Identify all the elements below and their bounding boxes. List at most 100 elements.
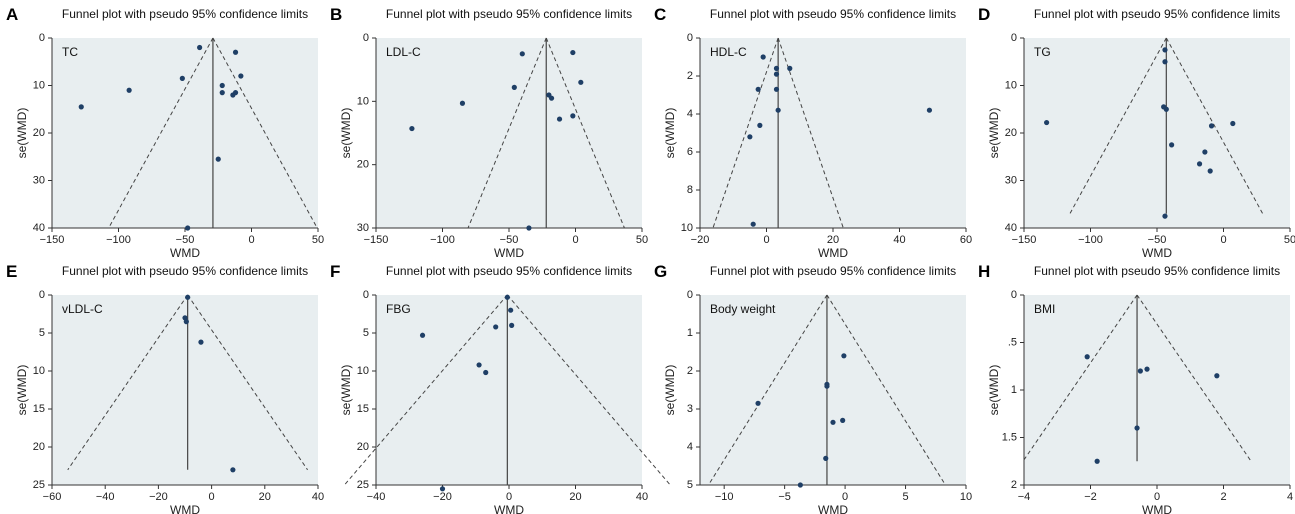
y-tick-label: 2: [687, 70, 693, 82]
y-tick-label: 15: [33, 403, 45, 415]
x-tick-label: 4: [1287, 491, 1293, 503]
panel-title: Funnel plot with pseudo 95% confidence l…: [1034, 264, 1280, 278]
funnel-limit-right: [777, 37, 844, 229]
study-point: [757, 122, 763, 128]
y-tick-label: 25: [357, 479, 369, 491]
y-tick-label: 30: [33, 175, 45, 187]
study-point: [773, 65, 780, 71]
study-point: [830, 419, 836, 425]
study-point: [797, 482, 803, 488]
y-tick-label: 0: [39, 32, 45, 44]
study-point: [1162, 59, 1168, 65]
funnel-limit-left: [1022, 294, 1138, 462]
study-point: [1214, 373, 1220, 379]
study-point: [926, 107, 933, 113]
y-tick-label: 2: [687, 365, 693, 377]
plot-area: [1024, 38, 1290, 228]
panel-title: Funnel plot with pseudo 95% confidence l…: [1034, 7, 1280, 21]
y-tick-label: 0: [39, 289, 45, 301]
outcome-label: TG: [1034, 45, 1051, 59]
x-tick-label: 0: [842, 491, 848, 503]
funnel-limit-right: [826, 294, 946, 486]
panel-letter: A: [6, 5, 18, 24]
y-tick-label: 3: [687, 403, 693, 415]
y-axis-title: se(WMD): [339, 365, 353, 416]
study-point: [230, 467, 236, 473]
x-tick-label: 0: [248, 234, 254, 246]
y-tick-label: 0: [687, 289, 693, 301]
panel-letter: E: [6, 262, 17, 281]
study-point: [1230, 120, 1236, 127]
y-tick-label: .5: [1008, 337, 1017, 349]
y-tick-label: 20: [33, 127, 45, 139]
outcome-label: BMI: [1034, 302, 1055, 316]
y-tick-label: 40: [1005, 222, 1017, 234]
y-tick-label: 1.5: [1002, 432, 1017, 444]
y-tick-label: 30: [357, 222, 369, 234]
x-tick-label: 50: [636, 234, 648, 246]
y-tick-label: 10: [1005, 80, 1017, 92]
study-point: [775, 107, 781, 113]
plot-area: [376, 38, 642, 228]
study-point: [1084, 354, 1090, 360]
study-point: [183, 319, 189, 325]
y-tick-label: 20: [357, 159, 369, 171]
study-point: [185, 225, 191, 231]
study-point: [185, 294, 191, 300]
funnel-panel-g: G Funnel plot with pseudo 95% confidence …: [648, 257, 972, 514]
x-axis-title: WMD: [494, 246, 524, 260]
y-tick-label: 1: [687, 327, 693, 339]
outcome-label: Body weight: [710, 302, 776, 316]
study-point: [1094, 458, 1100, 464]
funnel-limit-right: [1136, 294, 1252, 462]
x-tick-label: 20: [569, 491, 581, 503]
study-point: [78, 104, 84, 110]
panel-letter: C: [654, 5, 666, 24]
y-tick-label: 0: [1011, 289, 1017, 301]
panel-letter: D: [978, 5, 990, 24]
y-tick-label: 1: [1011, 384, 1017, 396]
y-tick-label: 20: [33, 441, 45, 453]
y-tick-label: 4: [687, 108, 693, 120]
funnel-plot-svg: E Funnel plot with pseudo 95% confidence …: [6, 262, 324, 514]
y-tick-label: 5: [687, 479, 693, 491]
study-point: [459, 100, 466, 106]
study-point: [755, 400, 761, 406]
y-axis-title: se(WMD): [987, 108, 1001, 159]
x-tick-label: 2: [1220, 491, 1226, 503]
study-point: [1196, 161, 1203, 167]
panel-title: Funnel plot with pseudo 95% confidence l…: [710, 264, 956, 278]
x-tick-label: 40: [893, 234, 905, 246]
study-point: [1162, 47, 1168, 53]
x-tick-label: 5: [902, 491, 908, 503]
x-tick-label: 50: [312, 234, 324, 246]
funnel-plot-svg: B Funnel plot with pseudo 95% confidence …: [330, 5, 648, 260]
x-tick-label: 0: [506, 491, 512, 503]
plot-area: [700, 38, 966, 228]
y-tick-label: 10: [33, 80, 45, 92]
y-tick-label: 15: [357, 403, 369, 415]
funnel-limit-left: [1069, 37, 1167, 214]
panel-title: Funnel plot with pseudo 95% confidence l…: [62, 7, 308, 21]
plot-area: [52, 295, 318, 485]
x-tick-label: −40: [96, 491, 115, 503]
y-axis-title: se(WMD): [663, 108, 677, 159]
x-tick-label: 0: [572, 234, 578, 246]
study-point: [483, 369, 489, 376]
funnel-limit-right: [1165, 37, 1264, 214]
study-point: [215, 156, 221, 162]
x-tick-label: −40: [367, 491, 386, 503]
x-axis-title: WMD: [1142, 503, 1172, 514]
y-tick-label: 10: [357, 95, 369, 107]
study-point: [509, 322, 515, 328]
funnel-plot-svg: G Funnel plot with pseudo 95% confidence …: [654, 262, 972, 514]
study-point: [1202, 149, 1208, 155]
y-tick-label: 10: [681, 222, 693, 234]
x-tick-label: −2: [1084, 491, 1097, 503]
study-point: [773, 71, 780, 77]
panel-letter: H: [978, 262, 990, 281]
funnel-limit-left: [108, 37, 214, 229]
study-point: [824, 383, 830, 389]
x-tick-label: −20: [149, 491, 168, 503]
